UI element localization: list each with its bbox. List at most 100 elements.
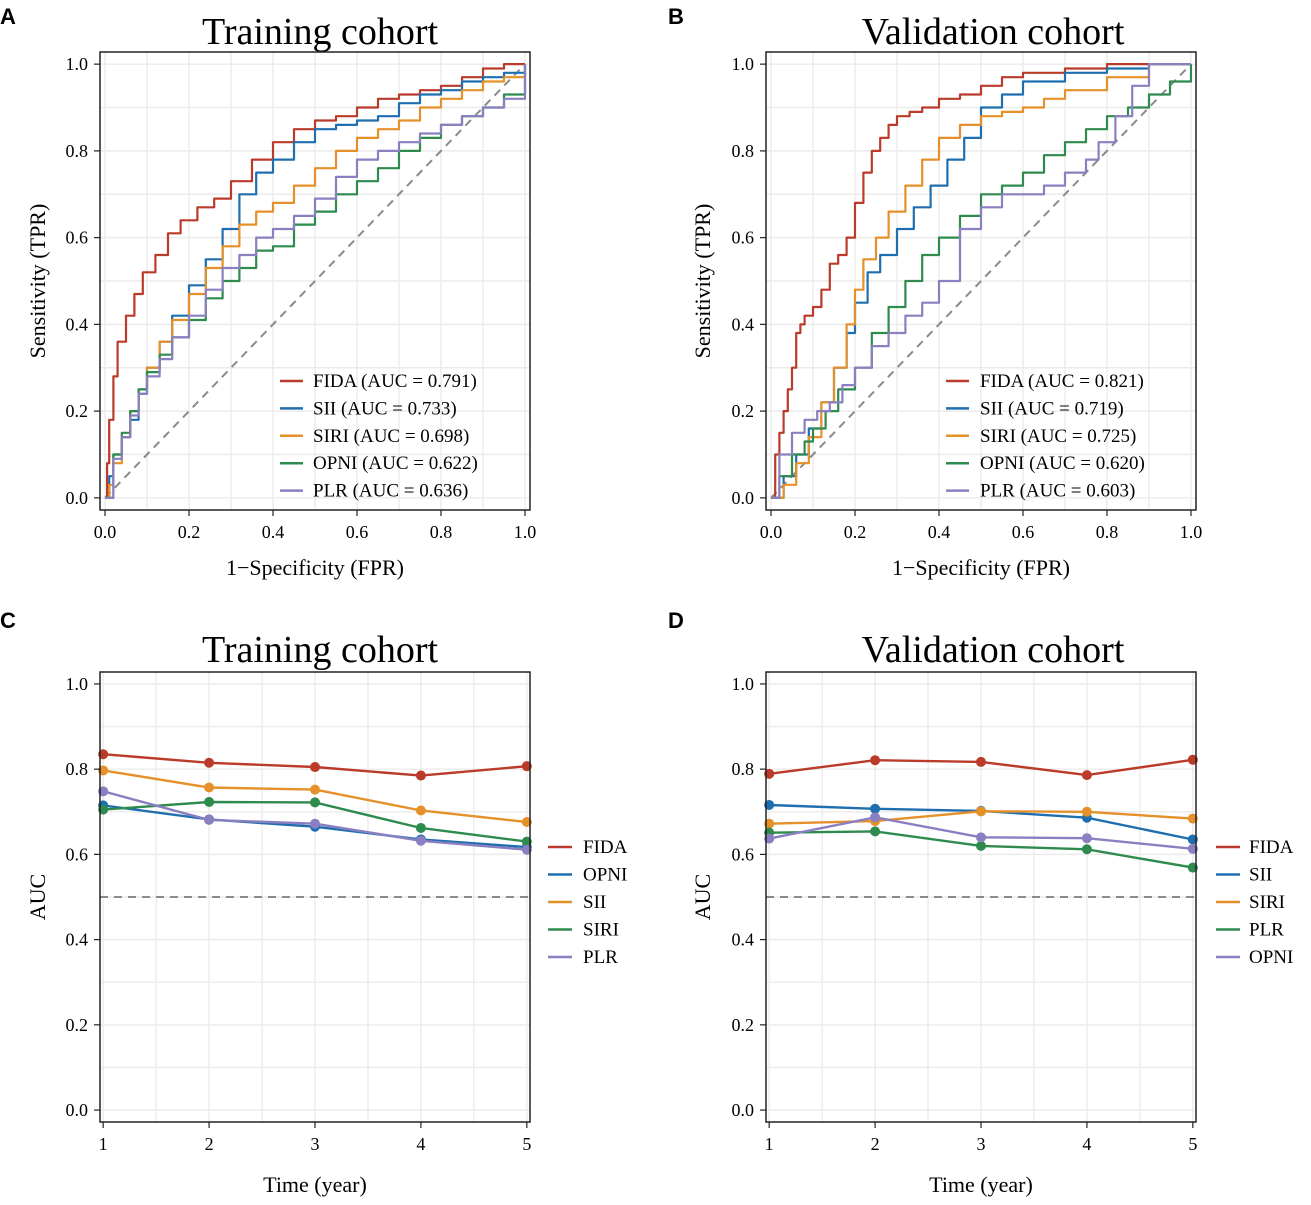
chart-title: Training cohort xyxy=(202,11,439,53)
x-tick-label: 3 xyxy=(311,1134,320,1154)
axes: 0.0 0.2 0.4 0.6 0.8 1.0 0.0 0.2 0.4 0.6 0.8 1.0 xyxy=(732,54,1203,542)
panel-b: B Validation cohort 0.0 0.2 0.4 0.6 0.8 1.0 0.0 0… xyxy=(668,4,1202,580)
legend-label-fida: FIDA xyxy=(1249,837,1294,858)
chart-title: Validation cohort xyxy=(862,11,1125,53)
y-tick-label: 0.8 xyxy=(66,141,89,161)
series-group xyxy=(771,62,1193,499)
series-group xyxy=(105,62,527,499)
auc-point-plr xyxy=(415,835,426,846)
legend-label-siri: SIRI (AUC = 0.725) xyxy=(980,426,1136,447)
panel-c: C Training cohort 0.0 0.2 0.4 0.6 0.8 1.0 1 2 3 4 5 T… xyxy=(0,608,628,1197)
auc-point-sii xyxy=(415,805,426,816)
y-tick-label: 0.6 xyxy=(732,228,755,248)
roc-curve-fida xyxy=(105,62,525,499)
legend-label-plr: PLR xyxy=(1249,920,1284,941)
plot-frame xyxy=(765,51,1197,511)
x-tick-label: 1.0 xyxy=(1180,522,1203,542)
panel-label: C xyxy=(0,608,16,633)
y-tick-label: 0.4 xyxy=(732,930,755,950)
legend-label-opni: OPNI (AUC = 0.620) xyxy=(980,453,1145,474)
axes: 0.0 0.2 0.4 0.6 0.8 1.0 0.0 0.2 0.4 0.6 0.8 1.0 xyxy=(66,54,537,542)
panel-label: D xyxy=(668,608,684,633)
x-tick-label: 0.8 xyxy=(430,522,453,542)
auc-point-plr xyxy=(1081,844,1092,855)
x-tick-label: 2 xyxy=(871,1134,880,1154)
panel-a: A Training cohort 0.0 0.2 0.4 0.6 0.8 1.0 0.0 0.2… xyxy=(0,4,536,580)
x-tick-label: 0.4 xyxy=(262,522,285,542)
panel-label: A xyxy=(0,4,16,29)
legend-label-fida: FIDA xyxy=(583,837,628,858)
legend: FIDA OPNI SII SIRI PLR xyxy=(548,837,628,968)
x-tick-label: 0.0 xyxy=(94,522,117,542)
roc-curve-plr xyxy=(105,64,527,499)
x-tick-label: 0.2 xyxy=(844,522,867,542)
axes: 0.0 0.2 0.4 0.6 0.8 1.0 1 2 3 4 5 xyxy=(732,674,1198,1154)
auc-point-plr xyxy=(204,814,215,825)
y-tick-label: 1.0 xyxy=(66,54,89,74)
y-tick-label: 0.0 xyxy=(732,1100,755,1120)
x-tick-label: 0.6 xyxy=(1012,522,1035,542)
roc-curve-siri xyxy=(771,62,1191,499)
auc-point-fida xyxy=(870,755,881,766)
legend-label-sii: SII (AUC = 0.733) xyxy=(313,398,457,419)
auc-point-fida xyxy=(310,762,320,773)
auc-point-siri xyxy=(1081,806,1092,817)
legend-label-sii: SII xyxy=(1249,865,1272,886)
auc-point-fida xyxy=(415,770,426,781)
y-tick-label: 0.2 xyxy=(732,401,755,421)
auc-point-fida xyxy=(1081,770,1092,781)
roc-curve-plr xyxy=(771,62,1191,499)
x-tick-label: 0.6 xyxy=(346,522,369,542)
auc-point-plr xyxy=(976,840,986,851)
auc-point-siri xyxy=(415,822,426,833)
y-tick-label: 0.8 xyxy=(732,759,755,779)
gridlines xyxy=(766,52,1196,510)
x-tick-label: 5 xyxy=(522,1134,531,1154)
plot-frame xyxy=(99,51,531,511)
legend: FIDA (AUC = 0.821) SII (AUC = 0.719) SIRI … xyxy=(946,371,1145,502)
legend-label-opni: OPNI xyxy=(1249,947,1293,968)
auc-point-sii xyxy=(204,782,215,793)
y-tick-label: 0.2 xyxy=(66,401,89,421)
x-tick-label: 1 xyxy=(99,1134,108,1154)
x-tick-label: 0.0 xyxy=(760,522,783,542)
y-tick-label: 0.0 xyxy=(732,488,755,508)
legend: FIDA SII SIRI PLR OPNI xyxy=(1216,837,1294,968)
legend-label-fida: FIDA (AUC = 0.791) xyxy=(313,371,477,392)
x-tick-label: 0.8 xyxy=(1096,522,1119,542)
panel-label: B xyxy=(668,4,684,29)
x-axis-label: 1−Specificity (FPR) xyxy=(892,555,1070,580)
x-axis-label: Time (year) xyxy=(929,1172,1033,1197)
auc-point-plr xyxy=(310,818,320,829)
x-tick-label: 5 xyxy=(1188,1134,1197,1154)
y-tick-label: 0.4 xyxy=(66,930,89,950)
auc-point-plr xyxy=(870,826,881,837)
auc-point-opni xyxy=(870,812,881,823)
x-tick-label: 0.2 xyxy=(178,522,201,542)
y-tick-label: 0.0 xyxy=(66,1100,89,1120)
chart-title: Training cohort xyxy=(202,629,439,671)
legend-label-plr: PLR (AUC = 0.636) xyxy=(313,481,468,502)
x-tick-label: 1 xyxy=(765,1134,774,1154)
legend-label-opni: OPNI (AUC = 0.622) xyxy=(313,453,478,474)
auc-point-fida xyxy=(976,756,986,767)
y-tick-label: 0.0 xyxy=(66,488,89,508)
y-tick-label: 1.0 xyxy=(732,674,755,694)
x-tick-label: 1.0 xyxy=(514,522,537,542)
y-tick-label: 0.2 xyxy=(732,1015,755,1035)
y-tick-label: 0.6 xyxy=(66,228,89,248)
panel-d: D Validation cohort 0.0 0.2 0.4 0.6 0.8 1.0 1 2 3 4… xyxy=(668,608,1294,1197)
auc-point-sii xyxy=(310,784,320,795)
reference-diagonal xyxy=(104,63,526,499)
y-axis-label: Sensitivity (TPR) xyxy=(25,204,50,359)
y-tick-label: 0.4 xyxy=(66,314,89,334)
auc-point-opni xyxy=(976,832,986,843)
auc-point-sii xyxy=(870,803,881,814)
y-tick-label: 0.4 xyxy=(732,314,755,334)
roc-curve-sii xyxy=(105,64,527,499)
y-tick-label: 0.6 xyxy=(66,844,89,864)
x-tick-label: 2 xyxy=(205,1134,214,1154)
y-tick-label: 0.8 xyxy=(732,141,755,161)
y-axis-label: Sensitivity (TPR) xyxy=(690,204,715,359)
